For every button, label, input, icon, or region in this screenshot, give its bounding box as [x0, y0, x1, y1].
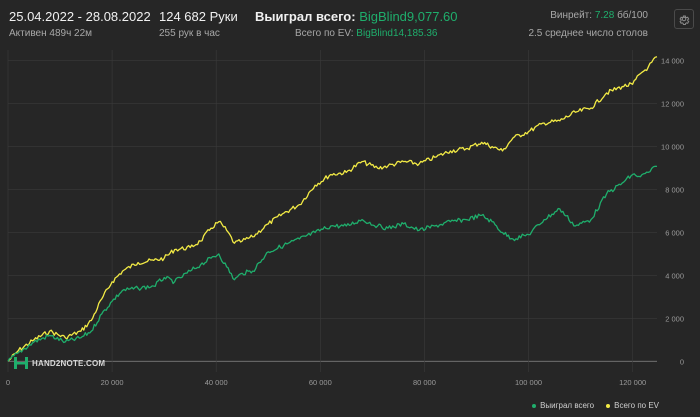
winrate: Винрейт: 7.28 бб/100: [550, 10, 648, 21]
y-tick-label: 8 000: [665, 186, 684, 195]
legend-dot-ev: [606, 403, 611, 408]
hands-per-hour: 255 рук в час: [159, 28, 220, 39]
y-tick-label: 4 000: [665, 271, 684, 280]
gear-icon: [679, 15, 690, 25]
x-tick-label: 60 000: [309, 378, 332, 387]
x-tick-label: 20 000: [101, 378, 124, 387]
y-tick-label: 6 000: [665, 228, 684, 237]
y-tick-label: 12 000: [661, 100, 684, 109]
legend-item-won[interactable]: Выиграл всего: [532, 401, 594, 410]
ev-total: Всего по EV: BigBlind14,185.36: [295, 28, 437, 39]
won-total: Выиграл всего: BigBlind9,077.60: [255, 9, 458, 24]
chart-series: [7, 56, 658, 362]
won-total-label: Выиграл всего:: [255, 9, 356, 24]
x-tick-label: 100 000: [515, 378, 542, 387]
x-tick-label: 80 000: [413, 378, 436, 387]
won-total-value: BigBlind9,077.60: [359, 9, 458, 24]
legend-label-won: Выиграл всего: [540, 401, 595, 410]
series-line-ev: [7, 56, 658, 362]
x-tick-label: 120 000: [619, 378, 646, 387]
legend-item-ev[interactable]: Всего по EV: [606, 401, 659, 410]
legend-dot-won: [532, 403, 537, 408]
hand2note-logo-icon: [14, 357, 28, 369]
x-tick-label: 40 000: [205, 378, 228, 387]
series-line-won: [7, 165, 658, 362]
settings-button[interactable]: [674, 9, 694, 29]
ev-total-value: BigBlind14,185.36: [356, 28, 438, 39]
avg-tables: 2.5 среднее число столов: [528, 28, 648, 39]
stats-header: 25.04.2022 - 28.08.2022 Активен 489ч 22м…: [0, 0, 700, 48]
winrate-label: Винрейт:: [550, 10, 593, 21]
hand2note-watermark: HAND2NOTE.COM: [13, 356, 105, 370]
legend-label-ev: Всего по EV: [614, 401, 659, 410]
watermark-text: HAND2NOTE.COM: [32, 358, 106, 368]
y-tick-label: 2 000: [665, 314, 684, 323]
winrate-unit: бб/100: [617, 10, 648, 21]
active-time: Активен 489ч 22м: [9, 28, 93, 39]
chart-legend: Выиграл всего Всего по EV: [532, 401, 659, 410]
y-tick-label: 10 000: [661, 143, 684, 152]
y-tick-label: 0: [680, 357, 684, 366]
y-axis-ticks: 0 2 000 4 000 6 000 8 000 10 000 12 000 14 000: [661, 57, 684, 367]
x-axis-ticks: 0 20 000 40 000 60 000 80 000 100 000 120 000: [6, 378, 646, 387]
x-tick-label: 0: [6, 378, 10, 387]
y-tick-label: 14 000: [661, 57, 684, 66]
ev-total-label: Всего по EV:: [295, 28, 354, 39]
chart-grid: [7, 50, 657, 372]
hands-count: 124 682 Руки: [159, 9, 238, 24]
date-range: 25.04.2022 - 28.08.2022: [9, 9, 151, 24]
winrate-value: 7.28: [594, 10, 615, 21]
